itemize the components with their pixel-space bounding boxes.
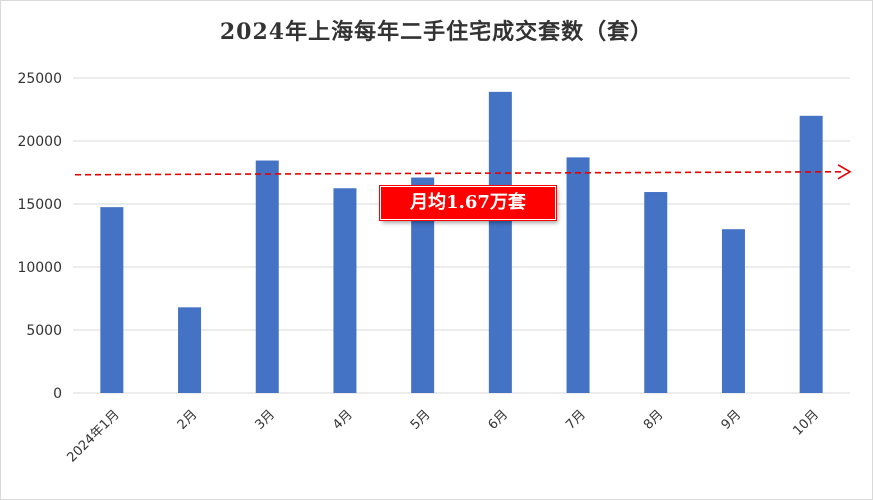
average-line-group (74, 164, 852, 180)
bar (255, 160, 279, 393)
bars (100, 91, 823, 394)
x-tick-label: 2月 (175, 407, 201, 433)
x-axis-ticks: 2024年1月 2月 3月 4月 5月 6月 7月 8月 9月 10月 (64, 407, 822, 465)
bar (411, 177, 435, 393)
x-tick-label: 6月 (486, 407, 512, 433)
x-tick-label: 5月 (408, 407, 434, 433)
bar (721, 229, 745, 393)
x-tick-label: 2024年1月 (64, 407, 122, 465)
x-tick-label: 3月 (252, 407, 278, 433)
average-line-arrowhead (837, 164, 852, 180)
gridlines (73, 77, 850, 394)
bar (178, 307, 202, 393)
y-tick-label: 0 (53, 386, 62, 402)
y-tick-label: 20000 (17, 134, 62, 150)
y-axis-ticks: 0 5000 10000 15000 20000 25000 (17, 71, 62, 402)
y-tick-label: 10000 (17, 260, 62, 276)
y-tick-label: 5000 (26, 323, 62, 339)
y-tick-label: 15000 (17, 197, 62, 213)
x-tick-label: 4月 (330, 407, 356, 433)
x-tick-label: 9月 (719, 407, 745, 433)
average-annotation: 月均1.67万套 (380, 186, 556, 220)
y-tick-label: 25000 (17, 71, 62, 87)
bar (488, 91, 512, 394)
bar (566, 157, 590, 393)
chart-title: 2024年上海每年二手住宅成交套数（套） (219, 19, 654, 45)
bar (333, 188, 357, 393)
x-tick-label: 7月 (563, 407, 589, 433)
average-line (74, 170, 845, 176)
bar (644, 192, 668, 393)
x-tick-label: 10月 (790, 407, 821, 438)
x-tick-label: 8月 (641, 407, 667, 433)
bar (799, 115, 823, 394)
bar (100, 207, 124, 393)
